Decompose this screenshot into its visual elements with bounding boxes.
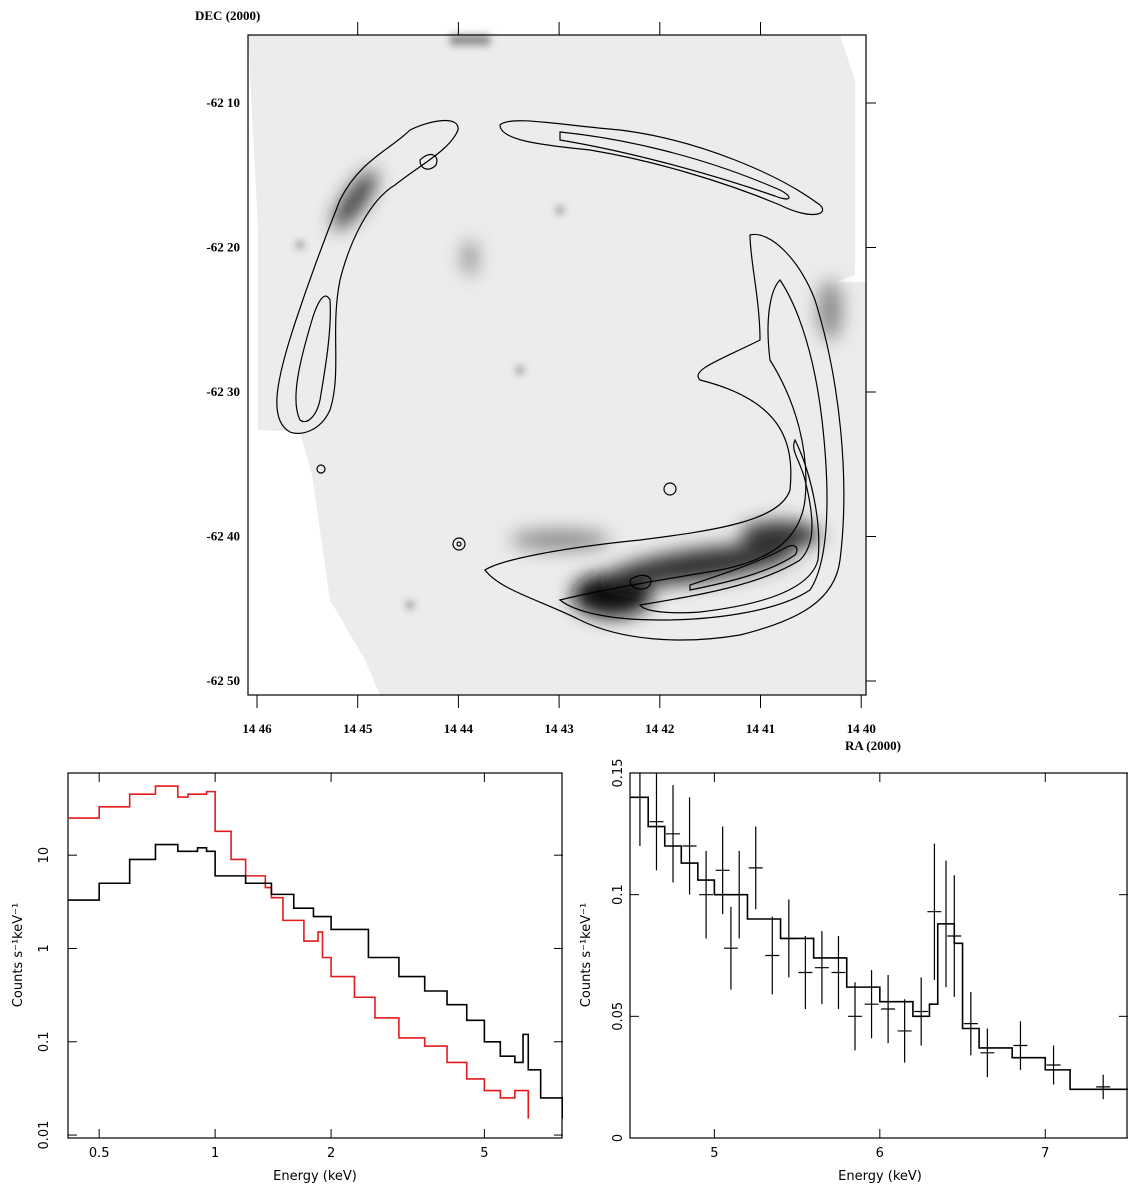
y-axis-title: Counts s⁻¹keV⁻¹ [11, 903, 26, 1007]
data-point [682, 797, 697, 895]
x-tick-label: 2 [327, 1146, 335, 1161]
x-tick-label: 5 [480, 1146, 488, 1161]
data-point [715, 826, 730, 915]
spectrum-plot: 0.5 1 2 5 0.01 0.1 1 10 [37, 772, 563, 1161]
x-axis-title: Energy (keV) [273, 1169, 357, 1184]
data-point [927, 843, 942, 980]
ra-tick-label: 14 40 [847, 721, 876, 736]
y-tick-label: 0.15 [611, 759, 626, 788]
data-point [814, 931, 829, 1005]
point-sources [297, 35, 563, 608]
x-tick-label: 1 [211, 1146, 219, 1161]
data-point [1013, 1021, 1028, 1070]
data-point [649, 773, 664, 871]
x-axis-title: Energy (keV) [838, 1169, 922, 1184]
model-line [630, 796, 1128, 1091]
dec-tick-label: -62 10 [206, 95, 240, 110]
plot-frame [629, 772, 1128, 1139]
dec-tick-label: -62 20 [206, 240, 240, 255]
y-tick-label: 0.01 [37, 1121, 52, 1150]
data-layer [68, 785, 563, 1119]
data-point [864, 970, 879, 1039]
ra-tick-label: 14 42 [645, 721, 674, 736]
y-tick-label: 0.05 [611, 1002, 626, 1031]
y-tick-label: 0 [611, 1134, 626, 1142]
data-point [723, 906, 738, 990]
contours [276, 119, 845, 641]
y-tick-label: 10 [37, 847, 52, 864]
data-point [897, 999, 912, 1063]
data-point [963, 992, 978, 1056]
data-layer [630, 773, 1128, 1100]
data-point [748, 826, 763, 910]
data-point [980, 1028, 995, 1078]
data-point [848, 982, 863, 1051]
y-axis-title: Counts s⁻¹keV⁻¹ [579, 903, 594, 1007]
dec-tick-label: -62 30 [206, 384, 240, 399]
data-point [1096, 1074, 1111, 1100]
data-point [765, 916, 780, 995]
model-line [68, 843, 563, 1119]
dec-axis-title: DEC (2000) [195, 8, 260, 23]
dec-tick-label: -62 40 [206, 529, 240, 544]
image-field [248, 35, 866, 695]
x-tick-label: 0.5 [89, 1146, 110, 1161]
sky-image: DEC (2000) RA (2000) [195, 8, 901, 753]
plot-frame [67, 772, 563, 1139]
ra-tick-label: 14 46 [242, 721, 272, 736]
x-tick-label: 5 [710, 1146, 718, 1161]
ra-tick-label: 14 43 [544, 721, 574, 736]
spectrum-plot: 5 6 7 0 0.05 0.1 0.15 [611, 759, 1128, 1161]
x-tick-label: 6 [876, 1146, 884, 1161]
dec-tick-label: -62 50 [206, 673, 240, 688]
ra-tick-label: 14 45 [343, 721, 373, 736]
y-tick-label: 1 [37, 944, 52, 952]
ra-tick-label: 14 41 [746, 721, 775, 736]
data-point [798, 936, 813, 1010]
data-point [914, 977, 929, 1046]
data-point [699, 850, 714, 939]
data-point [881, 974, 896, 1044]
y-tick-label: 0.1 [611, 884, 626, 905]
data-point [831, 936, 846, 1010]
data-point [666, 785, 681, 883]
ra-axis-title: RA (2000) [845, 738, 901, 753]
ra-tick-label: 14 44 [444, 721, 474, 736]
y-tick-label: 0.1 [37, 1031, 52, 1052]
image-frame [247, 34, 867, 696]
data-point [1046, 1045, 1061, 1085]
model-line [68, 785, 530, 1119]
x-tick-label: 7 [1041, 1146, 1049, 1161]
emission [333, 170, 842, 617]
